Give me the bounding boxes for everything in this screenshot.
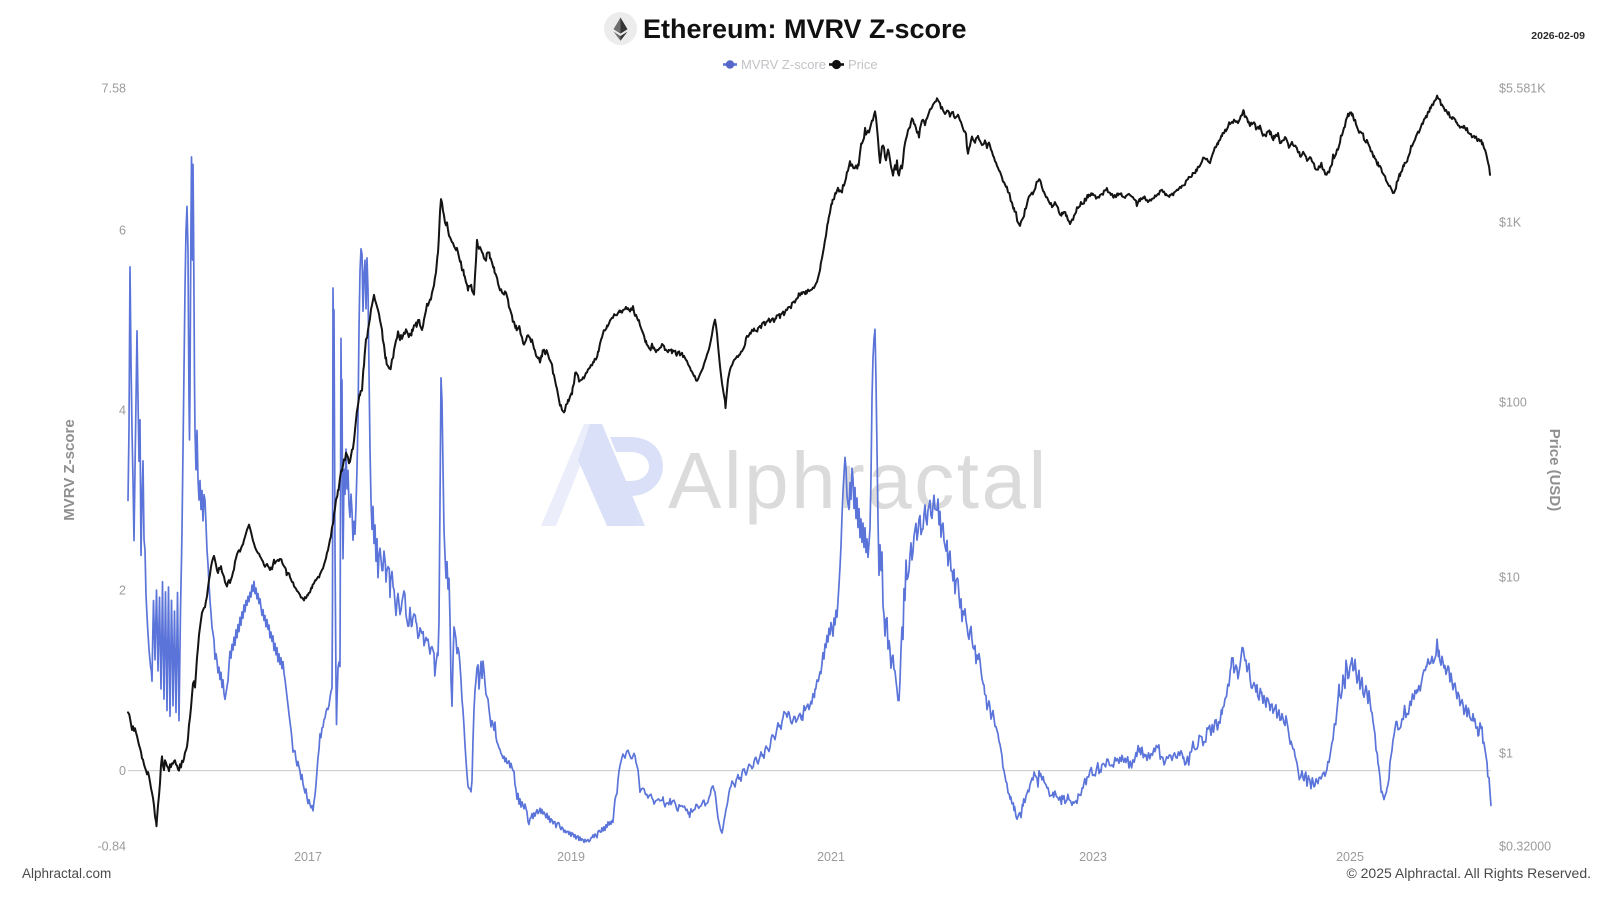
- svg-text:2: 2: [119, 584, 126, 598]
- svg-text:© 2025 Alphractal. All Rights: © 2025 Alphractal. All Rights Reserved.: [1346, 865, 1591, 881]
- svg-text:4: 4: [119, 404, 126, 418]
- svg-text:$100: $100: [1499, 396, 1527, 410]
- svg-text:$1K: $1K: [1499, 216, 1522, 230]
- svg-text:Price: Price: [848, 57, 878, 72]
- svg-text:Alphractal.com: Alphractal.com: [22, 866, 111, 881]
- svg-text:2017: 2017: [294, 850, 322, 864]
- svg-text:MVRV Z-score: MVRV Z-score: [61, 419, 78, 520]
- svg-text:$5.581K: $5.581K: [1499, 82, 1546, 96]
- svg-text:2025: 2025: [1336, 850, 1364, 864]
- svg-text:Price (USD): Price (USD): [1546, 429, 1563, 512]
- svg-text:2019: 2019: [557, 850, 585, 864]
- svg-text:6: 6: [119, 224, 126, 238]
- svg-text:7.58: 7.58: [102, 82, 126, 96]
- svg-text:$1: $1: [1499, 747, 1513, 761]
- svg-text:$0.32000: $0.32000: [1499, 840, 1551, 854]
- svg-text:2021: 2021: [817, 850, 845, 864]
- svg-text:$10: $10: [1499, 571, 1520, 585]
- svg-text:-0.84: -0.84: [98, 840, 127, 854]
- svg-text:2026-02-09: 2026-02-09: [1531, 30, 1585, 42]
- svg-text:MVRV Z-score: MVRV Z-score: [741, 57, 826, 72]
- svg-text:2023: 2023: [1079, 850, 1107, 864]
- svg-text:0: 0: [119, 764, 126, 778]
- svg-text:Ethereum: MVRV Z-score: Ethereum: MVRV Z-score: [643, 14, 967, 44]
